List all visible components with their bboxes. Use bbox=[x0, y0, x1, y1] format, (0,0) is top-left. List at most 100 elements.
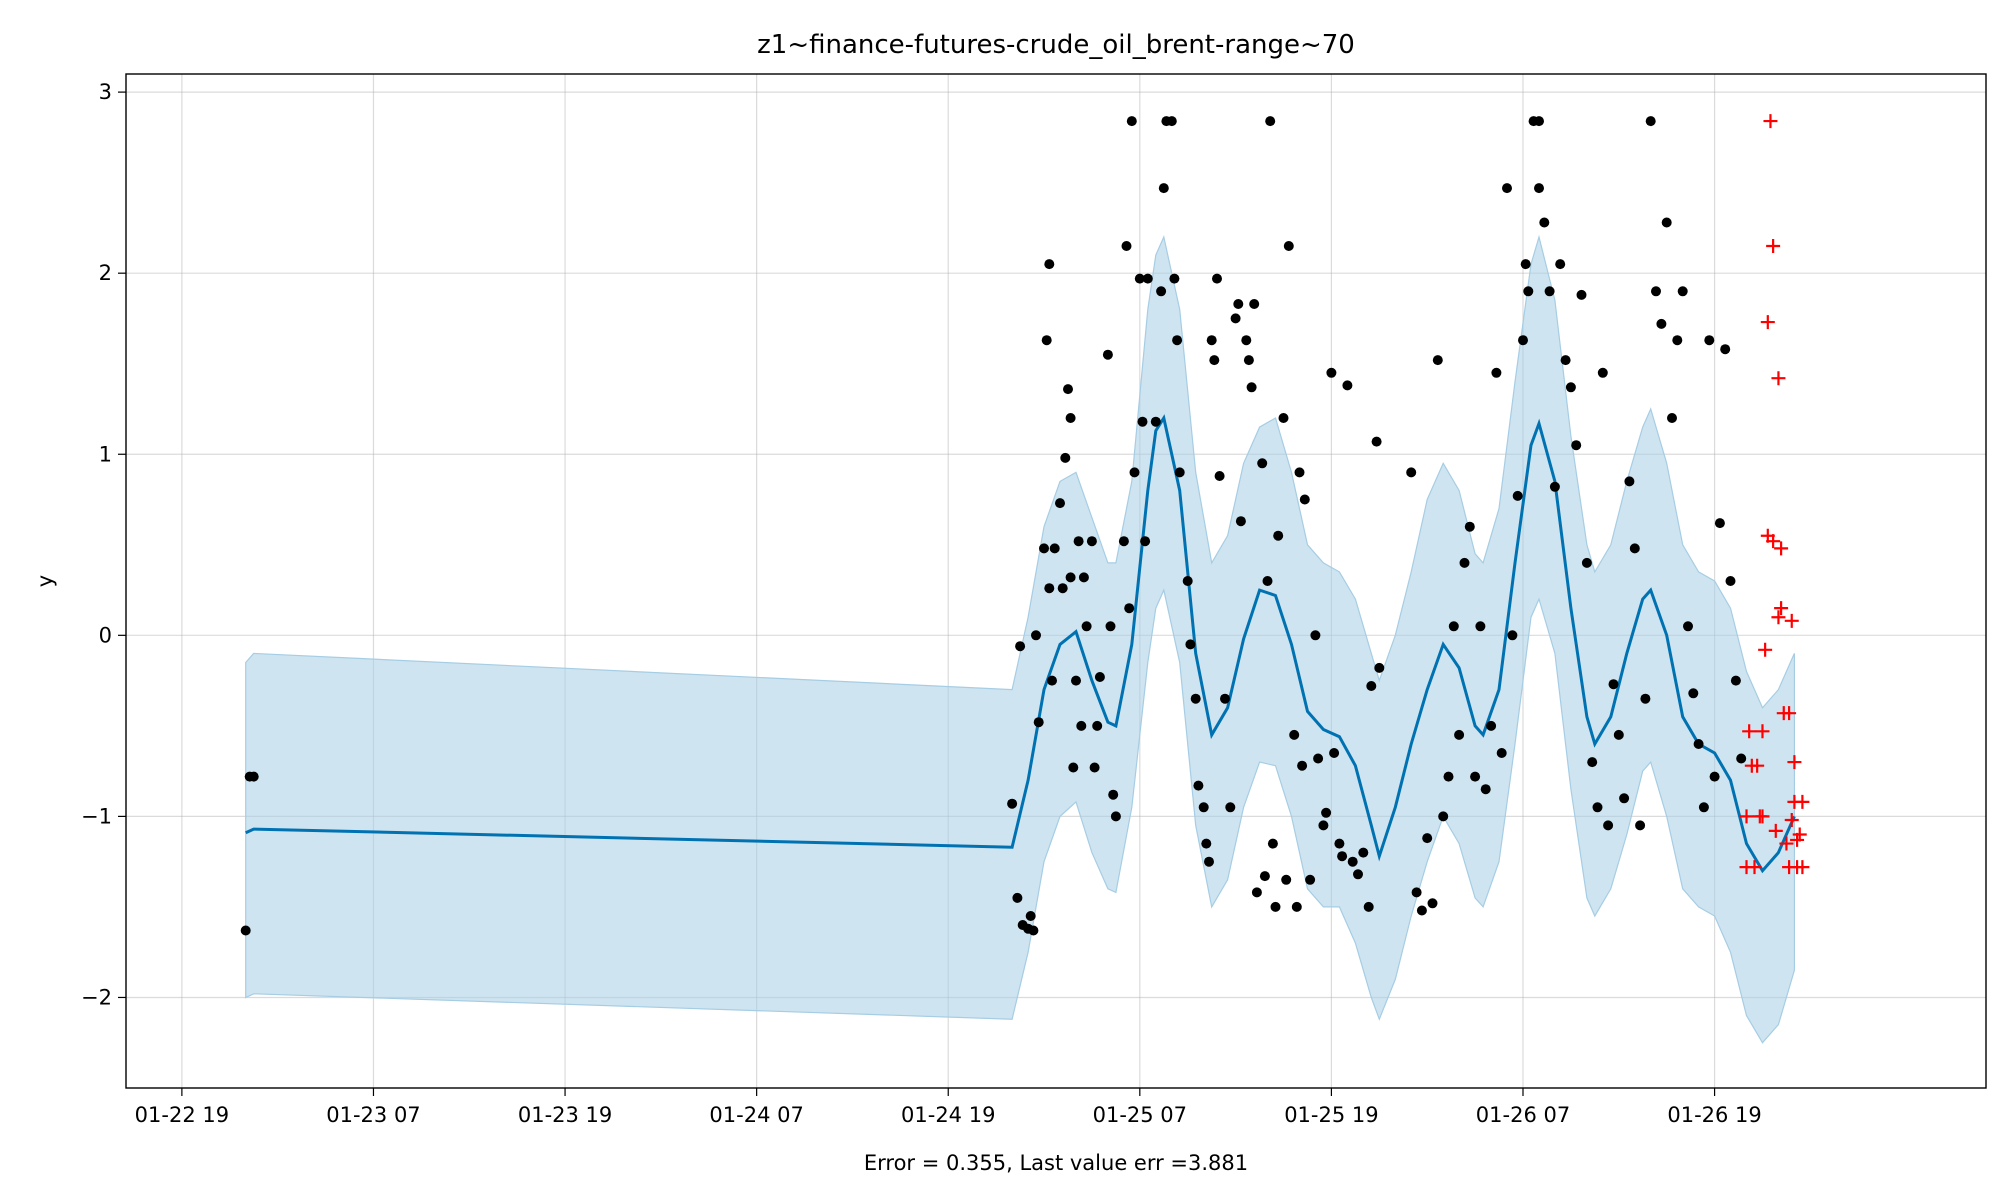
observed-point bbox=[1102, 349, 1113, 360]
y-tick-label: 1 bbox=[99, 442, 112, 466]
observed-point bbox=[1172, 335, 1183, 346]
observed-point bbox=[1534, 116, 1544, 127]
observed-point bbox=[1039, 543, 1049, 554]
observed-point bbox=[1281, 874, 1292, 885]
observed-point bbox=[1725, 576, 1736, 586]
observed-point bbox=[1512, 490, 1523, 501]
observed-point bbox=[1126, 116, 1137, 127]
x-tick-label: 01-23 19 bbox=[518, 1103, 612, 1127]
observed-point bbox=[1065, 413, 1076, 423]
observed-point bbox=[1243, 355, 1254, 366]
observed-point bbox=[1688, 688, 1699, 699]
observed-point bbox=[1055, 498, 1065, 509]
observed-point bbox=[1693, 739, 1704, 749]
observed-point bbox=[1158, 183, 1169, 194]
observed-point bbox=[1190, 693, 1201, 704]
observed-point bbox=[1124, 603, 1135, 614]
future-point bbox=[1739, 809, 1754, 824]
observed-point bbox=[1347, 856, 1358, 867]
observed-point bbox=[1251, 887, 1262, 898]
observed-point bbox=[1204, 856, 1214, 867]
observed-point bbox=[1507, 630, 1518, 641]
observed-point bbox=[1297, 760, 1308, 771]
observed-point bbox=[1270, 901, 1281, 912]
x-tick-label: 01-26 19 bbox=[1667, 1103, 1761, 1127]
observed-point bbox=[1134, 273, 1145, 284]
observed-point bbox=[1209, 355, 1220, 366]
observed-point bbox=[1518, 335, 1528, 346]
observed-point bbox=[1235, 516, 1246, 527]
observed-point bbox=[1326, 367, 1337, 378]
observed-point bbox=[1169, 273, 1180, 284]
observed-point bbox=[1432, 355, 1443, 366]
observed-point bbox=[1063, 384, 1073, 395]
observed-point bbox=[1129, 467, 1140, 478]
observed-point bbox=[1257, 458, 1268, 469]
observed-point bbox=[1656, 318, 1667, 329]
future-point bbox=[1795, 860, 1810, 875]
observed-point bbox=[1704, 335, 1715, 346]
observed-point bbox=[1105, 621, 1116, 632]
observed-point bbox=[1057, 583, 1068, 594]
observed-point bbox=[1044, 583, 1055, 594]
observed-point bbox=[1142, 273, 1153, 284]
future-point bbox=[1742, 724, 1757, 739]
observed-point bbox=[1592, 802, 1603, 813]
observed-point bbox=[1182, 576, 1193, 586]
future-point bbox=[1782, 706, 1797, 721]
observed-point bbox=[1619, 793, 1630, 804]
future-point bbox=[1784, 813, 1799, 828]
observed-point bbox=[1321, 807, 1332, 818]
observed-point bbox=[1249, 299, 1260, 309]
observed-point bbox=[1502, 183, 1512, 194]
observed-point bbox=[1185, 639, 1196, 650]
observed-point bbox=[1496, 748, 1507, 758]
observed-point bbox=[1709, 771, 1720, 782]
observed-point bbox=[1714, 518, 1725, 529]
observed-point bbox=[1565, 382, 1576, 393]
observed-point bbox=[1140, 536, 1151, 547]
observed-point bbox=[1603, 820, 1614, 831]
observed-point bbox=[1475, 621, 1486, 632]
observed-point bbox=[1736, 753, 1747, 764]
observed-point bbox=[1220, 693, 1230, 704]
observed-point bbox=[1318, 820, 1329, 831]
observed-point bbox=[1358, 847, 1369, 858]
x-tick-label: 01-24 19 bbox=[901, 1103, 995, 1127]
observed-point bbox=[1534, 183, 1544, 194]
observed-point bbox=[1198, 802, 1209, 813]
observed-point bbox=[1065, 572, 1076, 583]
observed-point bbox=[1047, 675, 1057, 686]
observed-point bbox=[1086, 536, 1097, 547]
x-tick-label: 01-22 19 bbox=[135, 1103, 229, 1127]
observed-point bbox=[1544, 286, 1555, 297]
future-point bbox=[1792, 827, 1807, 842]
future-point bbox=[1784, 613, 1799, 628]
observed-point bbox=[1212, 273, 1222, 284]
observed-point bbox=[1438, 811, 1449, 822]
observed-point bbox=[1015, 641, 1026, 652]
observed-point bbox=[1273, 530, 1284, 541]
observed-points bbox=[240, 116, 1747, 936]
uncertainty-band bbox=[245, 234, 1796, 1044]
plot-area-frame bbox=[125, 73, 1987, 1089]
future-point bbox=[1768, 823, 1783, 838]
observed-point bbox=[1672, 335, 1683, 346]
future-point bbox=[1774, 541, 1789, 556]
observed-point bbox=[1427, 898, 1438, 909]
observed-point bbox=[1720, 344, 1731, 355]
y-tick-label: −1 bbox=[81, 804, 112, 828]
chart-title: z1~finance-futures-crude_oil_brent-range… bbox=[757, 30, 1355, 60]
x-tick-label: 01-25 19 bbox=[1284, 1103, 1378, 1127]
future-point bbox=[1758, 642, 1773, 657]
forecast-line bbox=[245, 414, 1796, 874]
future-point bbox=[1787, 755, 1802, 770]
observed-point bbox=[1025, 911, 1036, 921]
observed-point bbox=[1121, 241, 1132, 251]
observed-point bbox=[1041, 335, 1052, 346]
observed-point bbox=[1491, 367, 1502, 378]
future-point bbox=[1763, 114, 1778, 129]
observed-point bbox=[1459, 557, 1470, 568]
observed-point bbox=[1416, 905, 1427, 916]
future-point bbox=[1795, 794, 1810, 809]
